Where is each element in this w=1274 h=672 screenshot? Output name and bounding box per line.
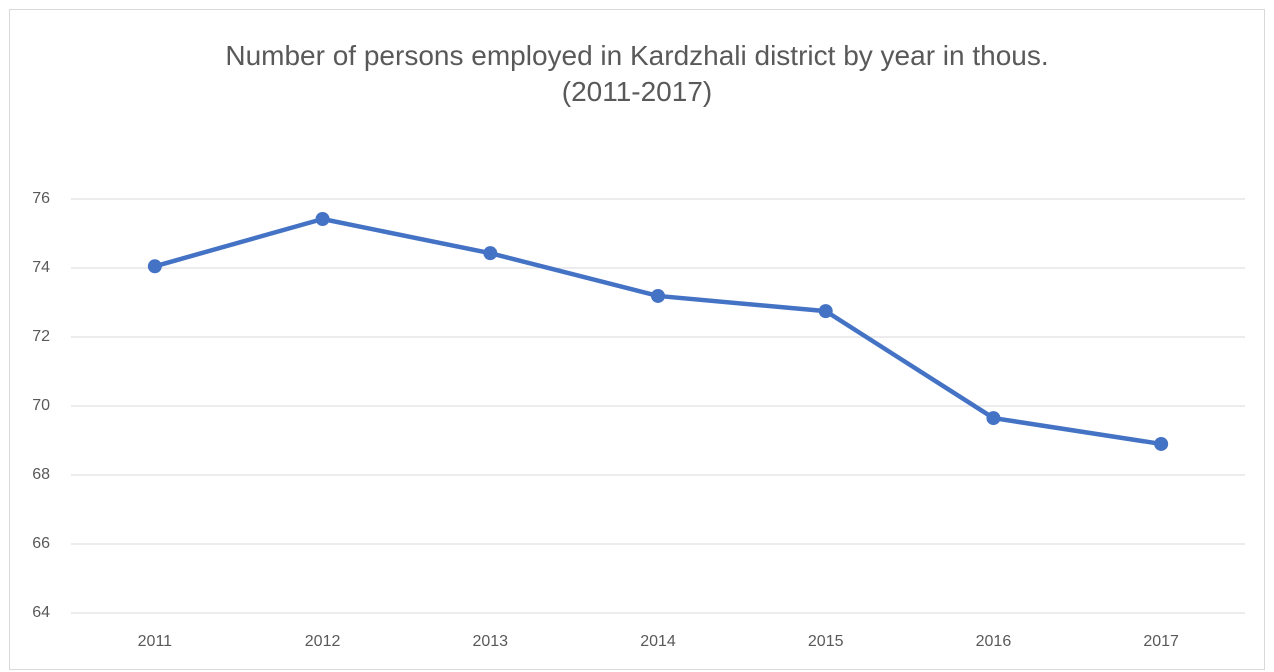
y-tick-label: 66 (32, 535, 50, 552)
data-point (1154, 436, 1169, 451)
data-point (483, 246, 498, 261)
y-tick-label: 68 (32, 466, 50, 483)
y-tick-label: 64 (32, 604, 50, 621)
x-tick-label: 2011 (138, 633, 173, 650)
title-block: Number of persons employed in Kardzhali … (177, 38, 1097, 110)
data-point (986, 411, 1001, 426)
x-tick-label: 2015 (808, 633, 844, 650)
chart-subtitle: (2011-2017) (561, 76, 713, 107)
x-tick-label: 2013 (472, 633, 508, 650)
x-tick-label: 2014 (640, 633, 676, 650)
data-point (315, 212, 330, 227)
chart-border (9, 9, 1265, 670)
data-point (818, 304, 833, 319)
x-tick-label: 2012 (305, 633, 341, 650)
data-point (147, 259, 162, 274)
x-tick-label: 2017 (1143, 633, 1179, 650)
data-point (651, 288, 665, 303)
y-tick-label: 76 (32, 190, 50, 207)
y-tick-label: 74 (32, 259, 50, 276)
x-tick-label: 2016 (976, 633, 1012, 650)
chart-title: Number of persons employed in Kardzhali … (225, 40, 1049, 71)
y-tick-label: 72 (32, 328, 50, 345)
y-tick-label: 70 (32, 397, 50, 414)
